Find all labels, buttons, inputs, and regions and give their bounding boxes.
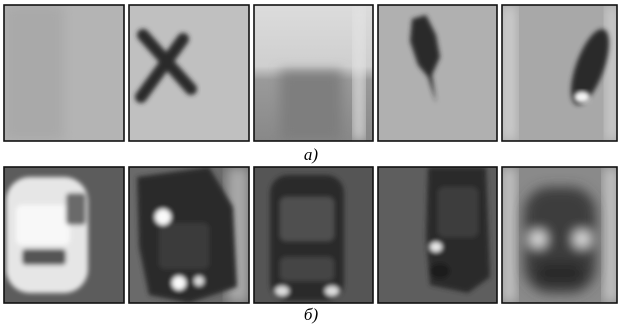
- image-tile: [502, 167, 617, 303]
- image-tile: [502, 5, 617, 141]
- image-tile: [254, 5, 373, 141]
- image-tile: [129, 5, 249, 141]
- image-tile: [4, 5, 124, 141]
- image-tile: [4, 167, 124, 303]
- tile-frames: [3, 4, 618, 304]
- image-tile: [254, 167, 373, 303]
- image-tile: [378, 5, 497, 141]
- image-tile: [129, 167, 249, 303]
- row-caption: б): [304, 305, 319, 324]
- image-tile: [378, 167, 497, 303]
- row-caption: а): [304, 145, 319, 164]
